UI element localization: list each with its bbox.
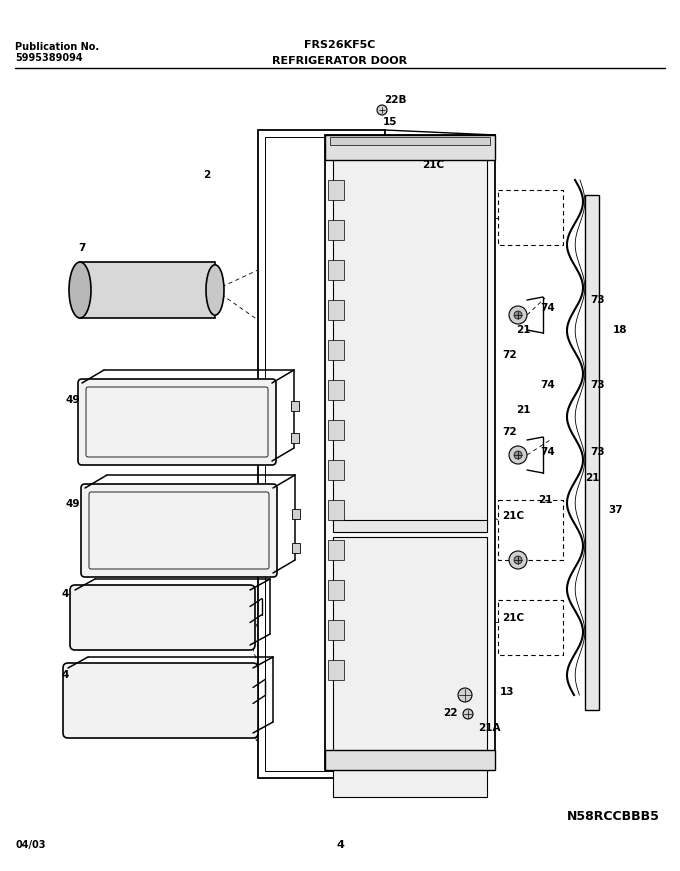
Circle shape: [514, 451, 522, 459]
Bar: [328, 180, 344, 200]
Bar: [328, 340, 344, 360]
Text: 18: 18: [613, 325, 628, 335]
Text: 04/03: 04/03: [15, 840, 46, 850]
Bar: [328, 620, 344, 640]
Bar: [325, 135, 495, 160]
Bar: [258, 130, 385, 778]
Text: 21: 21: [585, 473, 600, 483]
Text: 4: 4: [62, 589, 69, 599]
Bar: [325, 750, 495, 770]
Text: 72: 72: [502, 427, 517, 437]
Bar: [80, 262, 215, 318]
Ellipse shape: [69, 262, 91, 318]
FancyBboxPatch shape: [78, 379, 276, 465]
Text: 21C: 21C: [422, 160, 444, 170]
Bar: [265, 137, 378, 771]
Bar: [328, 300, 344, 320]
Circle shape: [514, 311, 522, 319]
Bar: [328, 420, 344, 440]
Bar: [292, 543, 300, 552]
Bar: [328, 220, 344, 240]
Bar: [291, 433, 299, 442]
Text: 74: 74: [540, 447, 555, 457]
Text: 21C: 21C: [502, 511, 524, 521]
Text: 21C: 21C: [502, 613, 524, 623]
Bar: [325, 135, 495, 770]
Text: 15: 15: [383, 117, 398, 127]
Bar: [328, 500, 344, 520]
Text: Publication No.: Publication No.: [15, 42, 99, 52]
Circle shape: [509, 551, 527, 569]
Circle shape: [514, 556, 522, 564]
Text: 73: 73: [590, 380, 605, 390]
Text: REFRIGERATOR DOOR: REFRIGERATOR DOOR: [273, 56, 407, 66]
Bar: [328, 660, 344, 680]
Text: 2: 2: [203, 170, 210, 180]
Text: 21: 21: [538, 495, 552, 505]
Bar: [328, 540, 344, 560]
Circle shape: [509, 446, 527, 464]
Text: 74: 74: [540, 303, 555, 313]
Circle shape: [463, 709, 473, 719]
Bar: [333, 520, 487, 532]
FancyBboxPatch shape: [81, 484, 277, 577]
Circle shape: [509, 306, 527, 324]
Text: 73: 73: [590, 447, 605, 457]
Bar: [333, 143, 487, 523]
Text: 22B: 22B: [384, 95, 407, 105]
Text: 21: 21: [516, 325, 530, 335]
Text: 74: 74: [540, 380, 555, 390]
Text: 21: 21: [516, 405, 530, 415]
Text: 49: 49: [66, 499, 80, 509]
Bar: [328, 460, 344, 480]
Text: 13: 13: [500, 687, 515, 697]
Bar: [328, 260, 344, 280]
Text: 22: 22: [443, 708, 458, 718]
Text: N58RCCBBB5: N58RCCBBB5: [567, 810, 660, 823]
Bar: [585, 195, 599, 710]
Text: 21A: 21A: [478, 723, 500, 733]
Ellipse shape: [206, 265, 224, 315]
FancyBboxPatch shape: [70, 585, 255, 650]
Bar: [328, 580, 344, 600]
Bar: [292, 509, 300, 518]
Circle shape: [458, 688, 472, 702]
Text: 4: 4: [62, 670, 69, 680]
Bar: [328, 380, 344, 400]
Text: 7: 7: [78, 243, 86, 253]
Text: FRS26KF5C: FRS26KF5C: [305, 40, 375, 50]
Text: 72: 72: [502, 350, 517, 360]
FancyBboxPatch shape: [63, 663, 258, 738]
Text: 73: 73: [590, 295, 605, 305]
Text: 4: 4: [336, 840, 344, 850]
Bar: [330, 137, 490, 145]
Bar: [291, 402, 299, 411]
Circle shape: [377, 105, 387, 115]
Bar: [333, 537, 487, 797]
Text: 5995389094: 5995389094: [15, 53, 83, 63]
Text: 37: 37: [608, 505, 623, 515]
Text: 49: 49: [65, 395, 80, 405]
